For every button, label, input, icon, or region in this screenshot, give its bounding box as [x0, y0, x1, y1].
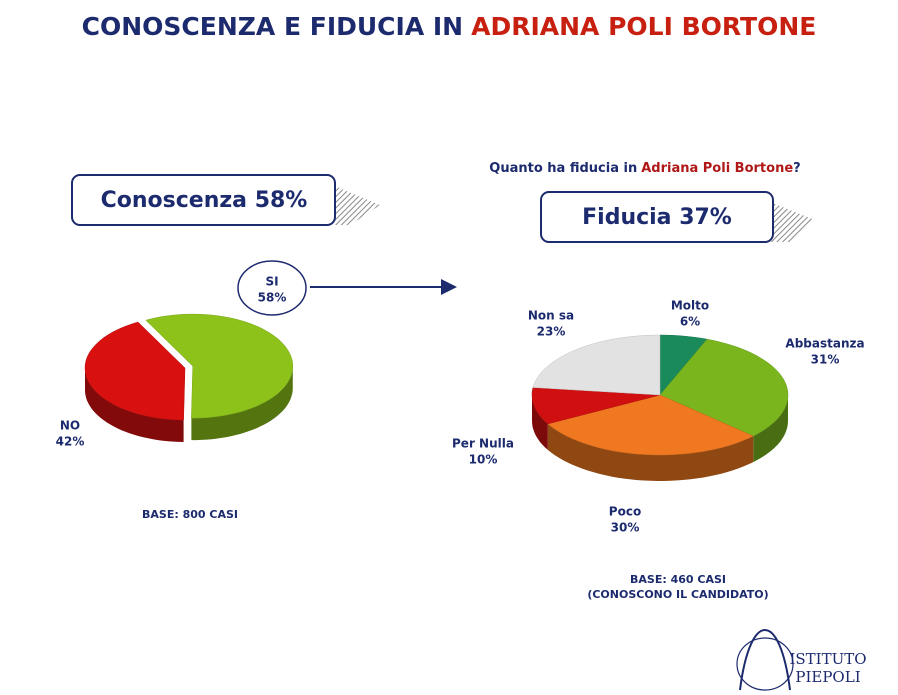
slice-side — [191, 366, 293, 441]
slice — [84, 321, 186, 421]
slice-label: NO — [60, 419, 80, 433]
slice-value: 42% — [56, 435, 85, 449]
knowledge-box — [71, 174, 336, 226]
title-main: CONOSCENZA E FIDUCIA IN — [82, 12, 463, 41]
slice-value: 30% — [611, 521, 640, 535]
trust-box — [540, 191, 774, 243]
base-note: (CONOSCONO IL CANDIDATO) — [587, 588, 768, 601]
slice-label: Non sa — [528, 309, 574, 323]
slice-value: 31% — [811, 353, 840, 367]
slice-label: Molto — [671, 299, 709, 313]
slide-title: CONOSCENZA E FIDUCIA IN ADRIANA POLI BORT… — [82, 12, 817, 41]
base-note: BASE: 800 CASI — [142, 508, 238, 521]
slice-side — [532, 395, 548, 450]
slice — [547, 394, 754, 456]
slice-label: SI — [265, 275, 278, 289]
trust-title: Fiducia 37% — [582, 205, 732, 230]
slice — [145, 313, 294, 419]
title-name: ADRIANA POLI BORTONE — [471, 12, 816, 41]
knowledge-title: Conoscenza 58% — [101, 188, 308, 213]
slice-value: 6% — [680, 315, 700, 329]
logo-text: ISTITUTO — [789, 650, 866, 668]
logo-mark — [739, 629, 791, 691]
base-note: BASE: 460 CASI — [630, 573, 726, 586]
slice-label: Poco — [609, 505, 641, 519]
logo-text: PIEPOLI — [795, 668, 860, 686]
slice-value: 10% — [469, 453, 498, 467]
slice — [532, 334, 661, 396]
slice-side — [547, 423, 754, 481]
slice — [659, 334, 708, 396]
slice-side — [85, 368, 184, 442]
slice-label: Per Nulla — [452, 437, 514, 451]
question: Quanto ha fiducia in Adriana Poli Bortone… — [489, 161, 800, 176]
slice-side — [753, 395, 788, 463]
box-shadow — [332, 185, 380, 225]
slice-value: 58% — [258, 291, 287, 305]
box-shadow — [770, 202, 815, 242]
slice — [659, 338, 789, 437]
slice-value: 23% — [537, 325, 566, 339]
si-bubble — [237, 260, 307, 316]
slice-label: Abbastanza — [785, 337, 864, 351]
slice — [531, 387, 661, 425]
logo-mark — [736, 637, 794, 691]
